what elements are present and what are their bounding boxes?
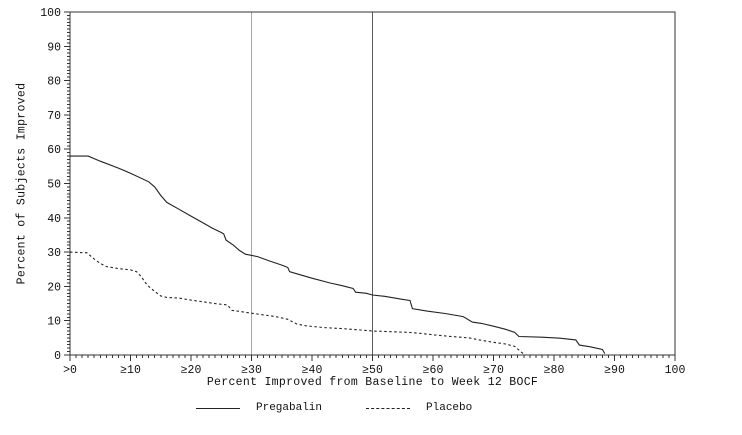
x-axis-ticks: [69, 355, 676, 361]
y-axis-title: Percent of Subjects Improved: [15, 82, 29, 285]
x-tick-label: ≥40: [302, 364, 323, 377]
x-tick-label: ≥70: [483, 364, 504, 377]
series-line-placebo: [69, 251, 525, 355]
x-tick-label: >0: [63, 364, 77, 377]
y-tick-label: 30: [47, 247, 61, 260]
y-tick-label: 60: [47, 144, 61, 157]
y-tick-label: 10: [47, 316, 61, 329]
y-tick-label: 50: [47, 179, 61, 192]
x-tick-label: ≥60: [423, 364, 444, 377]
x-tick-label: ≥50: [362, 364, 383, 377]
y-tick-label: 80: [47, 76, 61, 89]
x-axis-title: Percent Improved from Baseline to Week 1…: [206, 376, 539, 389]
x-tick-label: ≥20: [181, 364, 202, 377]
x-tick-label: ≥90: [604, 364, 625, 377]
legend-label-placebo: Placebo: [426, 402, 473, 414]
x-tick-label: 100: [665, 364, 686, 377]
y-tick-label: 70: [47, 110, 61, 123]
x-tick-label: ≥30: [241, 364, 262, 377]
y-tick-label: 90: [47, 41, 61, 54]
legend-dashed-line-sample: [366, 407, 411, 409]
x-tick-label: ≥10: [120, 364, 141, 377]
y-tick-label: 0: [54, 350, 61, 363]
series-line-pregabalin: [70, 155, 606, 354]
legend-solid-line-sample: [196, 407, 240, 409]
x-tick-label: ≥80: [544, 364, 565, 377]
y-axis-ticks: [64, 11, 70, 356]
legend-label-pregabalin: Pregabalin: [256, 402, 323, 414]
legend: Pregabalin Placebo: [196, 402, 472, 414]
y-tick-label: 40: [47, 213, 61, 226]
y-tick-label: 100: [40, 7, 61, 20]
y-tick-label: 20: [47, 281, 61, 294]
